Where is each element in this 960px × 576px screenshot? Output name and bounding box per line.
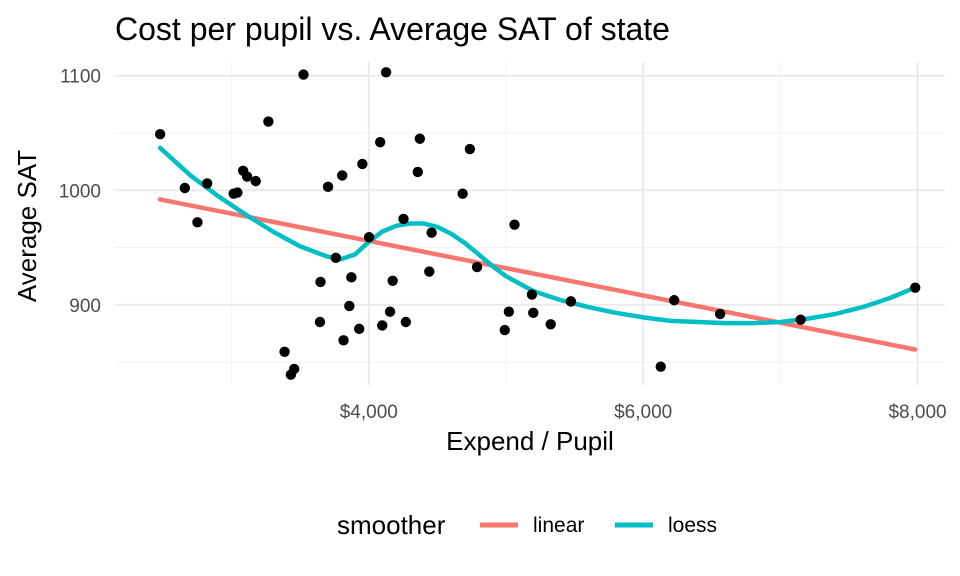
data-point	[464, 143, 476, 155]
y-tick-label: 900	[69, 296, 101, 317]
smoother-lines	[157, 145, 918, 352]
loess-smoother-line	[157, 145, 918, 326]
data-point	[338, 335, 349, 346]
data-point	[192, 217, 203, 228]
data-point	[910, 282, 921, 293]
data-point	[322, 181, 334, 193]
data-point	[457, 188, 468, 199]
y-tick-label: 1100	[60, 67, 101, 88]
data-point	[387, 275, 398, 286]
data-point	[363, 232, 375, 243]
data-point	[380, 67, 392, 78]
data-point	[288, 363, 300, 375]
data-point	[565, 296, 577, 307]
data-point	[398, 213, 409, 225]
y-tick-label: 1000	[59, 181, 101, 202]
data-point	[424, 266, 435, 277]
data-point	[241, 171, 253, 182]
data-point	[412, 166, 423, 178]
data-point	[400, 316, 412, 328]
data-point	[503, 306, 515, 317]
data-point	[298, 69, 309, 80]
data-point	[499, 324, 510, 336]
legend: smoother linear loess	[337, 510, 717, 540]
legend-label-loess: loess	[668, 514, 717, 537]
data-point	[179, 182, 191, 194]
data-point	[795, 314, 806, 325]
tick-labels: $4,000 $6,000 $8,000 900 1000 1100	[59, 67, 947, 423]
x-tick-label: $4,000	[340, 402, 398, 423]
data-point	[714, 308, 726, 320]
data-point	[526, 289, 538, 300]
data-point	[668, 295, 680, 306]
data-point	[330, 252, 342, 264]
data-point	[314, 316, 326, 328]
data-point	[655, 361, 666, 372]
data-point	[374, 136, 386, 148]
data-point	[154, 128, 166, 140]
data-point	[426, 227, 437, 238]
data-point	[232, 187, 243, 198]
x-axis-title: Expend / Pupil	[446, 426, 614, 456]
data-point	[336, 170, 348, 181]
data-point	[201, 178, 213, 189]
data-points	[154, 67, 921, 380]
legend-label-linear: linear	[533, 514, 584, 537]
data-point	[250, 175, 261, 187]
data-point	[344, 300, 355, 312]
data-point	[528, 307, 539, 319]
data-point	[279, 346, 290, 357]
linear-smoother-line	[157, 197, 918, 352]
data-point	[353, 323, 365, 335]
chart-title: Cost per pupil vs. Average SAT of state	[115, 11, 670, 47]
data-point	[509, 219, 520, 230]
data-point	[414, 133, 426, 144]
y-axis-title: Average SAT	[12, 150, 42, 302]
data-point	[315, 276, 326, 288]
data-point	[377, 320, 388, 331]
data-point	[346, 272, 357, 283]
data-point	[545, 319, 556, 330]
major-gridlines	[115, 62, 945, 385]
data-point	[384, 306, 396, 317]
minor-gridlines	[115, 62, 945, 385]
data-point	[357, 158, 368, 170]
data-point	[471, 261, 483, 273]
x-tick-label: $8,000	[888, 402, 946, 423]
x-tick-label: $6,000	[614, 402, 672, 423]
legend-title: smoother	[337, 510, 446, 540]
data-point	[263, 116, 274, 127]
